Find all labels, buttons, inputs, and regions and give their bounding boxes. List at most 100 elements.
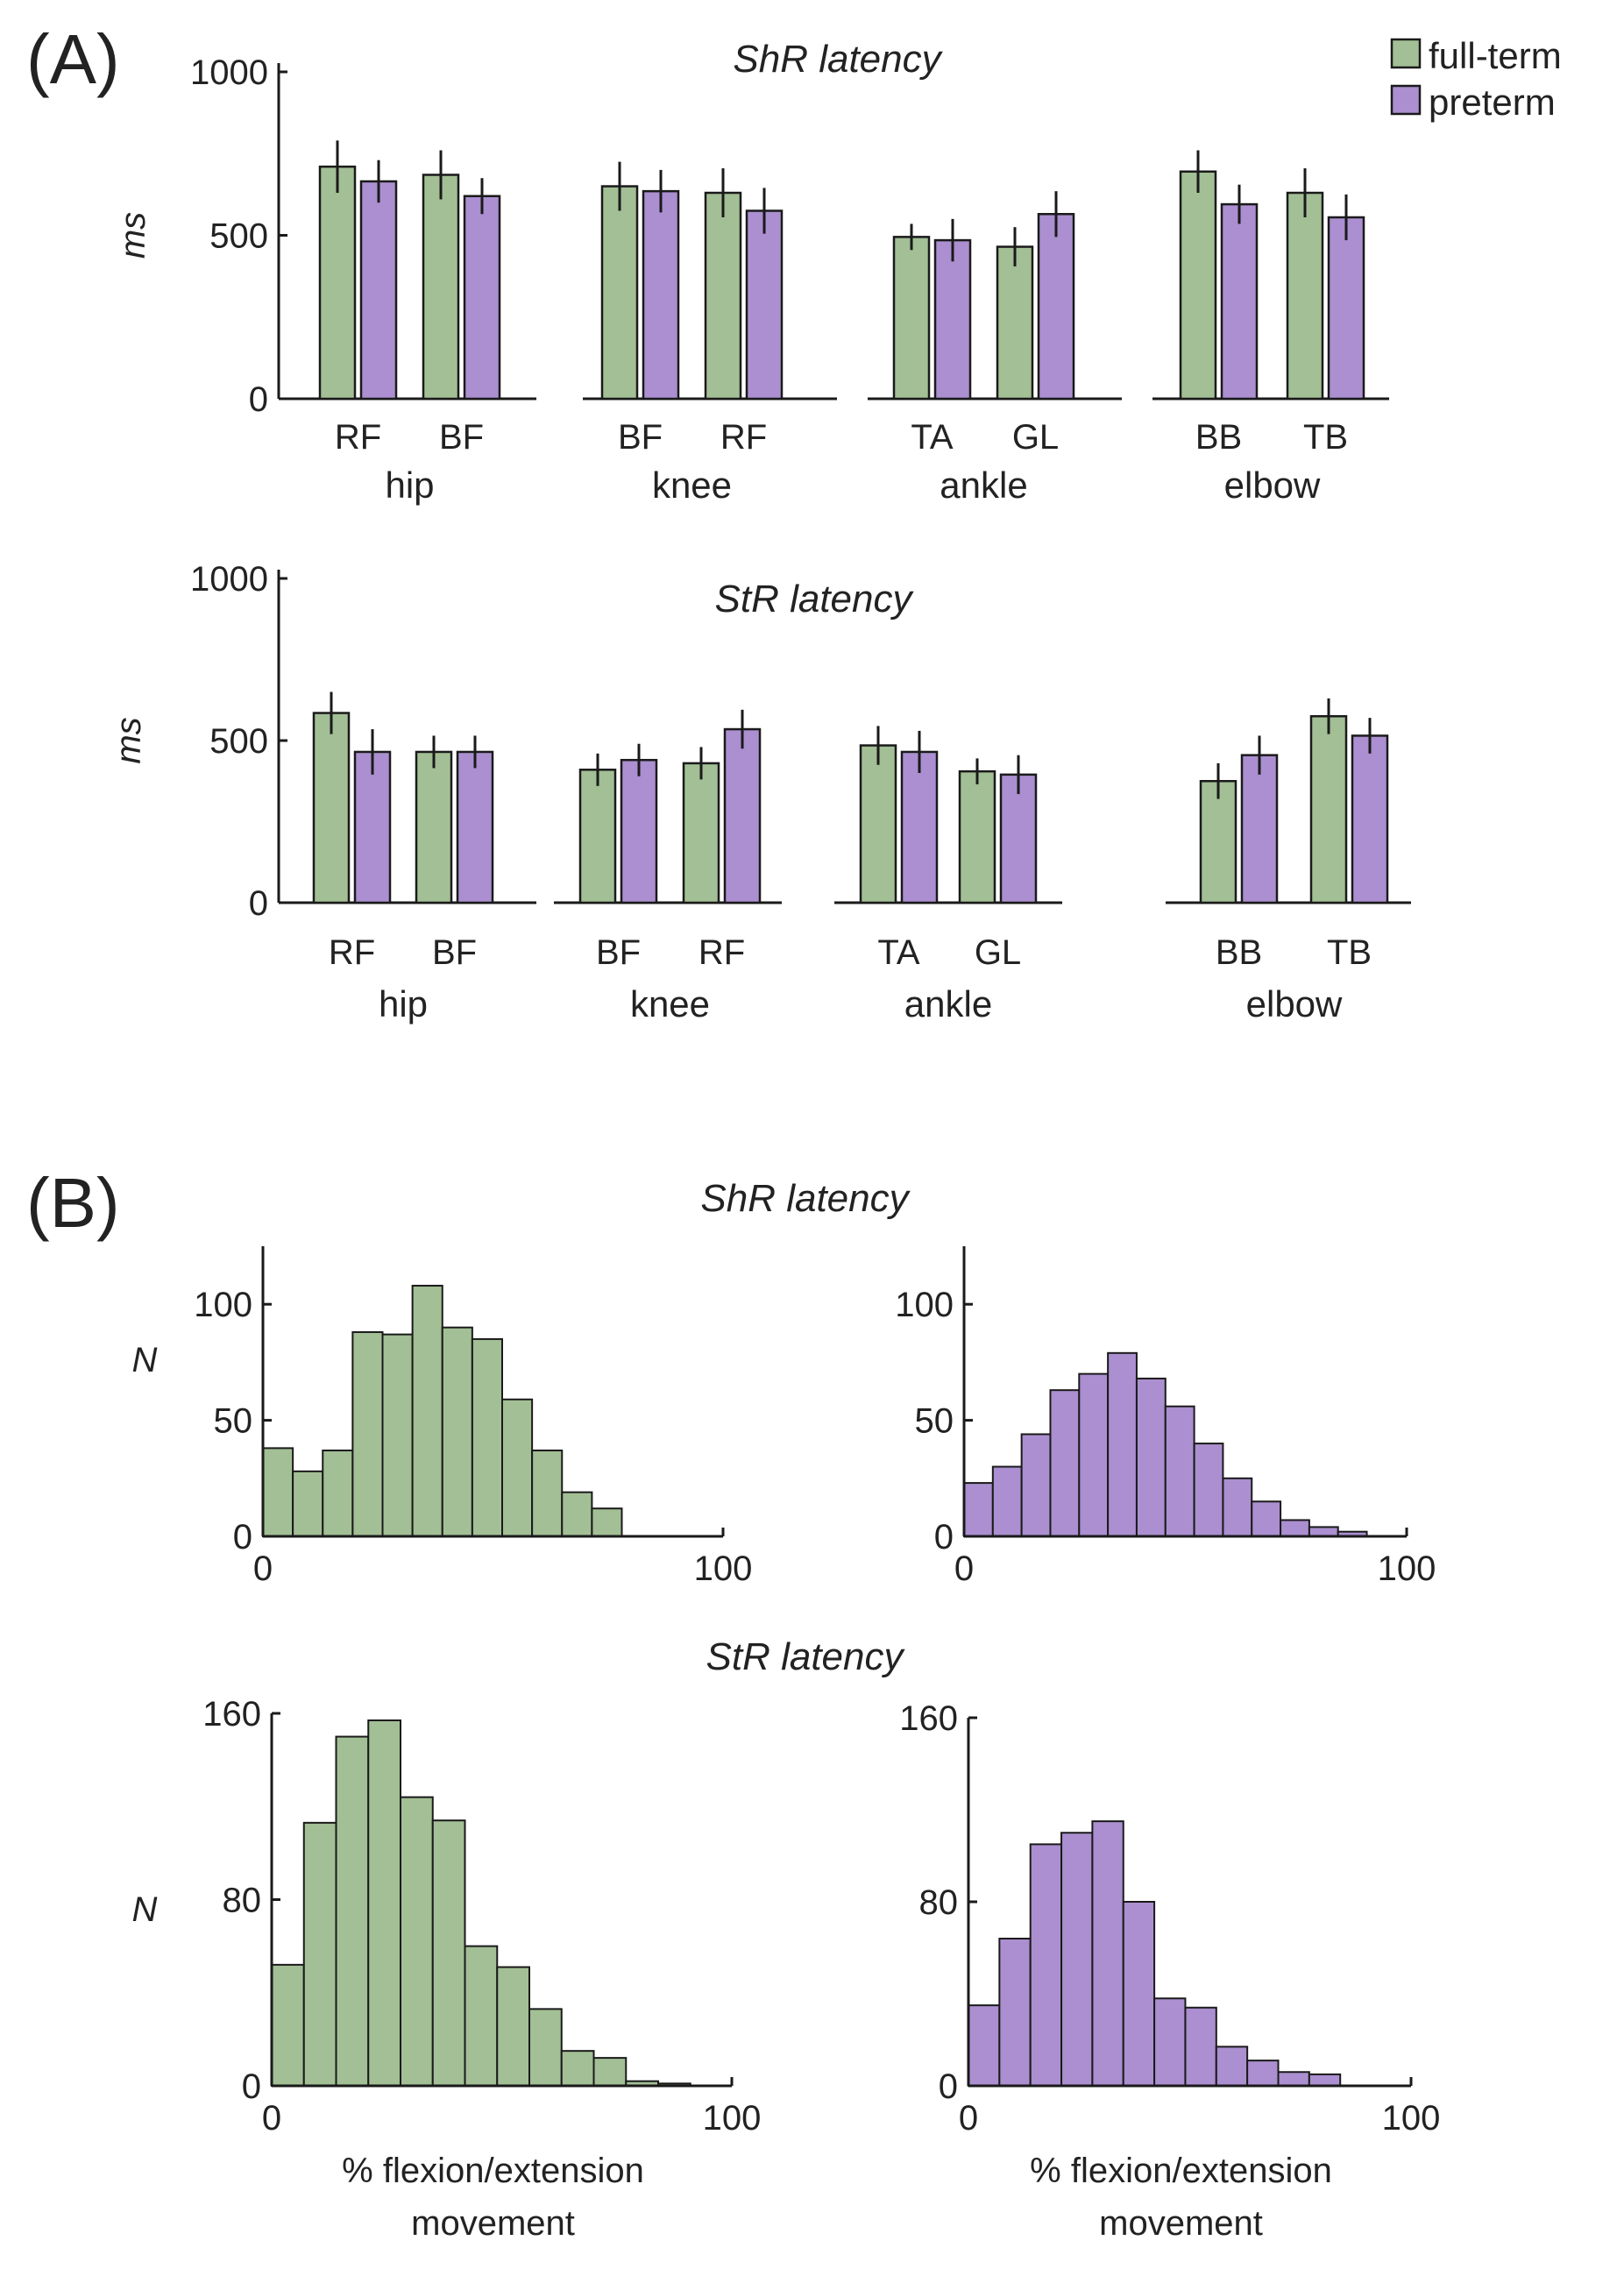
bar-hip-BF-preterm xyxy=(456,750,494,904)
histogram-bar xyxy=(1277,2071,1310,2087)
category-label: BF xyxy=(618,418,663,457)
histogram-bar xyxy=(1122,1901,1156,2087)
histogram-bar xyxy=(592,2057,628,2087)
bar-elbow-BB-full-term xyxy=(1179,170,1217,401)
category-label: GL xyxy=(975,933,1021,972)
histogram-bar xyxy=(1078,1372,1110,1538)
y-axis-label: N xyxy=(132,1341,158,1379)
y-tick-label: 0 xyxy=(242,2067,261,2106)
histogram-bar xyxy=(998,1938,1032,2087)
group-label: knee xyxy=(630,983,710,1025)
bar-elbow-BB-full-term xyxy=(1199,780,1238,904)
histogram-bar xyxy=(1184,2006,1217,2087)
str-histogram-full-term: StR latency 0 80 160 0 100 N % flexion/extensio… xyxy=(132,1635,906,2243)
chart-title: StR latency xyxy=(706,1635,906,1678)
histogram-bar xyxy=(1222,1477,1253,1538)
histogram-bar xyxy=(1060,1832,1094,2087)
y-tick-label: 0 xyxy=(934,1518,954,1556)
histogram-bar xyxy=(292,1470,324,1537)
y-axis-label: ms xyxy=(114,212,152,259)
histogram-bar xyxy=(1153,1997,1187,2087)
histogram-bar xyxy=(322,1450,354,1538)
histogram-bar xyxy=(464,1945,499,2087)
y-tick-label: 100 xyxy=(194,1286,252,1324)
bar-hip-RF-preterm xyxy=(353,750,392,904)
category-label: BB xyxy=(1195,418,1242,457)
histogram-bar xyxy=(496,1966,530,2087)
bar-ankle-GL-full-term xyxy=(958,769,996,904)
bar-ankle-GL-preterm xyxy=(1037,213,1075,401)
histogram-bar xyxy=(963,1482,994,1537)
shr-histogram-preterm: 0 50 100 0 100 xyxy=(895,1246,1436,1588)
panel-label-a: (A) xyxy=(26,20,120,98)
category-label: BF xyxy=(439,418,484,457)
bar-hip-BF-preterm xyxy=(463,195,501,401)
x-tick-label: 0 xyxy=(954,1549,974,1588)
bar-ankle-TA-preterm xyxy=(933,238,972,401)
y-tick-label: 160 xyxy=(202,1695,261,1734)
group-label: ankle xyxy=(940,464,1027,506)
y-tick-label: 500 xyxy=(209,722,268,761)
legend-swatch-full-term xyxy=(1390,38,1422,69)
category-label: BF xyxy=(432,933,477,972)
shr-histogram-full-term: ShR latency 0 50 100 0 100 N xyxy=(132,1177,911,1588)
histogram-bar xyxy=(1049,1389,1081,1538)
histogram-bar xyxy=(1020,1433,1052,1538)
y-tick-label: 50 xyxy=(214,1402,253,1441)
group-label: ankle xyxy=(904,983,992,1025)
bar-ankle-TA-full-term xyxy=(859,744,897,904)
histogram-bar xyxy=(400,1796,434,2087)
histogram-bar xyxy=(561,1491,593,1537)
bar-elbow-TB-full-term xyxy=(1309,715,1348,904)
histogram-bar xyxy=(411,1285,443,1537)
group-label: hip xyxy=(385,464,434,506)
bar-hip-RF-preterm xyxy=(359,180,398,401)
y-axis-label: ms xyxy=(110,717,148,763)
y-tick-label: 80 xyxy=(223,1882,262,1920)
legend: full-term preterm xyxy=(1390,35,1562,123)
histogram-bar xyxy=(431,1819,466,2087)
histogram-bar xyxy=(351,1330,384,1537)
panel-label-b: (B) xyxy=(26,1164,120,1242)
str-histogram-preterm: 0 80 160 0 100 % flexion/extension movement xyxy=(899,1699,1440,2243)
histogram-bar xyxy=(1280,1519,1310,1537)
x-tick-label: 100 xyxy=(703,2099,762,2138)
group-label: knee xyxy=(652,464,732,506)
y-tick-label: 0 xyxy=(939,2067,958,2106)
histogram-bar xyxy=(968,2004,1001,2087)
bar-hip-BF-full-term xyxy=(415,750,453,904)
histogram-bar xyxy=(471,1337,503,1538)
bar-ankle-GL-full-term xyxy=(996,245,1034,401)
legend-swatch-preterm xyxy=(1390,84,1422,116)
bar-knee-BF-full-term xyxy=(578,769,617,904)
bar-knee-RF-preterm xyxy=(723,727,762,904)
histogram-bar xyxy=(531,1450,564,1538)
histogram-bar xyxy=(501,1398,534,1537)
bar-ankle-GL-preterm xyxy=(999,773,1038,904)
x-axis-label: % flexion/extension movement xyxy=(342,2152,644,2243)
histogram-bar xyxy=(1029,1843,1063,2087)
histogram-bar xyxy=(302,1821,337,2087)
category-label: TA xyxy=(877,933,919,972)
legend-label-preterm: preterm xyxy=(1429,82,1556,123)
histogram-bar xyxy=(528,2008,563,2087)
category-label: RF xyxy=(329,933,375,972)
bar-elbow-TB-full-term xyxy=(1286,191,1324,401)
category-label: GL xyxy=(1012,418,1059,457)
histogram-bar xyxy=(271,1963,305,2087)
bar-hip-RF-full-term xyxy=(318,165,357,401)
histogram-bar xyxy=(1091,1820,1124,2087)
y-tick-label: 0 xyxy=(233,1518,252,1556)
bar-elbow-TB-preterm xyxy=(1351,734,1389,904)
category-label: TA xyxy=(911,418,953,457)
bar-elbow-BB-preterm xyxy=(1220,202,1259,401)
bar-knee-RF-preterm xyxy=(745,209,784,401)
histogram-bar xyxy=(1164,1405,1195,1538)
legend-label-full-term: full-term xyxy=(1429,35,1562,76)
bar-knee-RF-full-term xyxy=(704,191,742,401)
histogram-bar xyxy=(335,1735,370,2087)
